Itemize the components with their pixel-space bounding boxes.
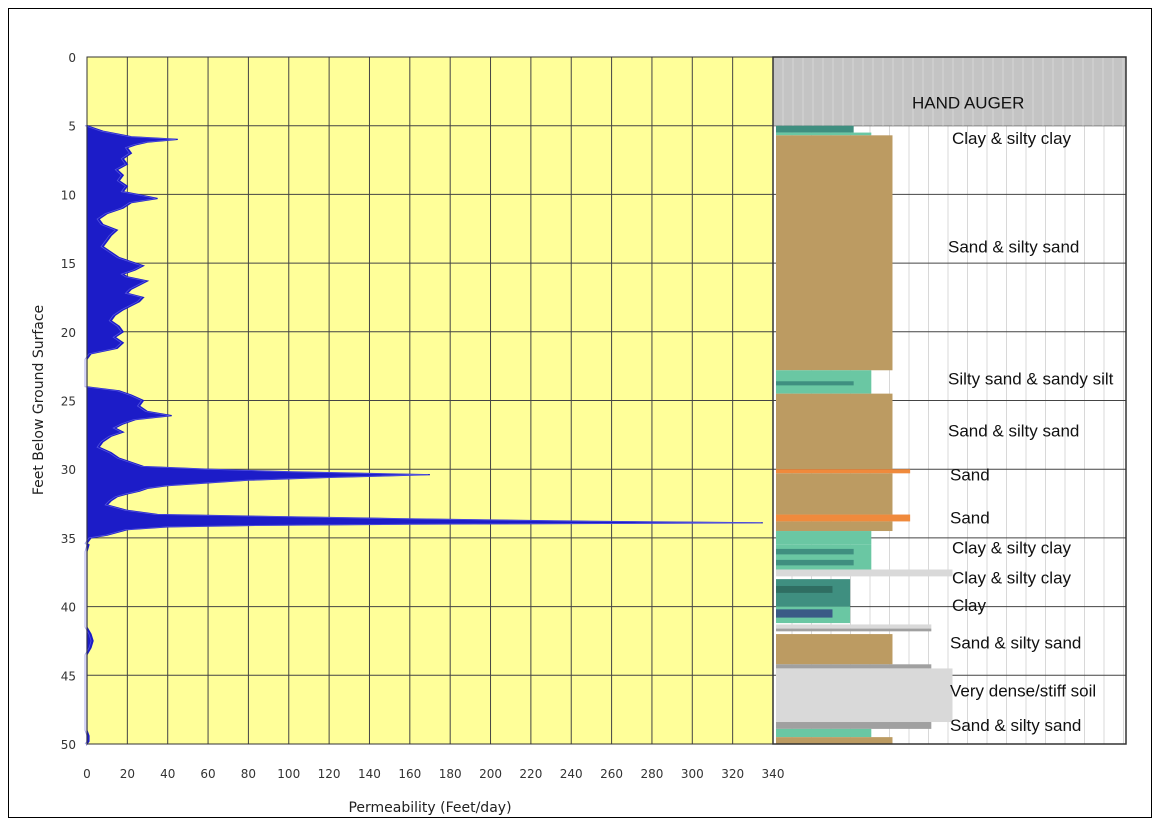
x-tick-label: 120 bbox=[318, 767, 341, 781]
x-tick-label: 40 bbox=[160, 767, 175, 781]
x-tick-label: 280 bbox=[640, 767, 663, 781]
soil-layer-label: Very dense/stiff soil bbox=[950, 681, 1096, 700]
y-tick-label: 10 bbox=[61, 188, 76, 202]
sand-bar bbox=[776, 135, 893, 371]
y-tick-labels: 0 5 10 15 20 25 30 35 40 45 50 bbox=[61, 51, 76, 752]
transition-bar bbox=[776, 624, 932, 629]
clay-bar bbox=[776, 132, 872, 136]
x-tick-label: 220 bbox=[519, 767, 542, 781]
y-tick-label: 5 bbox=[68, 120, 76, 134]
soil-layer-label: Clay & silty clay bbox=[952, 569, 1072, 588]
soil-log-frame bbox=[772, 56, 1127, 745]
x-tick-label: 0 bbox=[83, 767, 91, 781]
clay-bar bbox=[776, 125, 854, 133]
y-tick-label: 25 bbox=[61, 395, 76, 409]
permeability-series bbox=[84, 124, 763, 746]
y-tick-label: 20 bbox=[61, 326, 76, 340]
x-tick-label: 200 bbox=[479, 767, 502, 781]
soil-layer-label: Sand bbox=[950, 466, 990, 485]
permeability-outline bbox=[84, 125, 761, 745]
y-tick-label: 15 bbox=[61, 257, 76, 271]
soil-layer-label: Silty sand & sandy silt bbox=[948, 370, 1114, 389]
soil-layer-label: HAND AUGER bbox=[912, 93, 1024, 112]
x-tick-label: 320 bbox=[721, 767, 744, 781]
clay-bar bbox=[776, 609, 833, 618]
hand-auger-block bbox=[773, 57, 1126, 126]
transition-bar bbox=[776, 628, 932, 632]
silty-sand-bar bbox=[776, 381, 854, 386]
x-tick-label: 80 bbox=[241, 767, 256, 781]
soil-layer-label: Sand bbox=[950, 508, 990, 527]
soil-layer-label: Sand & silty sand bbox=[950, 633, 1081, 652]
y-tick-label: 35 bbox=[61, 532, 76, 546]
x-tick-label: 260 bbox=[600, 767, 623, 781]
x-tick-label: 100 bbox=[277, 767, 300, 781]
sand-orange-bar bbox=[776, 469, 911, 474]
y-tick-label: 45 bbox=[61, 669, 76, 683]
sand-bar bbox=[776, 473, 893, 515]
sand-bar bbox=[776, 393, 893, 470]
x-tick-label: 240 bbox=[560, 767, 583, 781]
dense-soil-bar bbox=[776, 668, 953, 723]
x-tick-label: 60 bbox=[200, 767, 215, 781]
sand-bar bbox=[776, 737, 893, 744]
soil-log-column: HAND AUGER Clay & silty clay Sand & silty … bbox=[772, 56, 1127, 745]
x-tick-label: 140 bbox=[358, 767, 381, 781]
clay-bar bbox=[776, 559, 854, 566]
sand-bar bbox=[776, 728, 872, 738]
y-axis-label: Feet Below Ground Surface bbox=[31, 305, 47, 495]
transition-bar bbox=[776, 569, 953, 577]
y-tick-label: 40 bbox=[61, 601, 76, 615]
soil-layer-label: Sand & silty sand bbox=[948, 422, 1079, 441]
sand-orange-bar bbox=[776, 514, 911, 522]
y-tick-label: 50 bbox=[61, 738, 76, 752]
x-tick-label: 160 bbox=[398, 767, 421, 781]
sand-bar bbox=[776, 521, 893, 532]
transition-bar bbox=[776, 664, 932, 669]
y-tick-label: 30 bbox=[61, 463, 76, 477]
x-tick-label: 20 bbox=[120, 767, 135, 781]
soil-layer-label: Sand & silty sand bbox=[950, 716, 1081, 735]
soil-layer-label: Clay bbox=[952, 596, 987, 615]
x-tick-label: 300 bbox=[681, 767, 704, 781]
clay-bar bbox=[776, 531, 872, 545]
clay-bar bbox=[776, 548, 854, 555]
clay-bar bbox=[776, 585, 833, 593]
sand-bar bbox=[776, 634, 893, 665]
soil-layer-label: Clay & silty clay bbox=[952, 539, 1072, 558]
x-axis-label: Permeability (Feet/day) bbox=[348, 800, 511, 816]
x-tick-labels: 0 20 40 60 80 100 120 140 160 180 200 220 240 260 280 3… bbox=[83, 767, 784, 781]
transition-bar bbox=[776, 722, 932, 729]
x-tick-label: 180 bbox=[439, 767, 462, 781]
y-tick-label: 0 bbox=[68, 51, 76, 65]
x-tick-label: 340 bbox=[762, 767, 785, 781]
soil-layer-label: Clay & silty clay bbox=[952, 129, 1072, 148]
soil-layer-label: Sand & silty sand bbox=[948, 238, 1079, 257]
